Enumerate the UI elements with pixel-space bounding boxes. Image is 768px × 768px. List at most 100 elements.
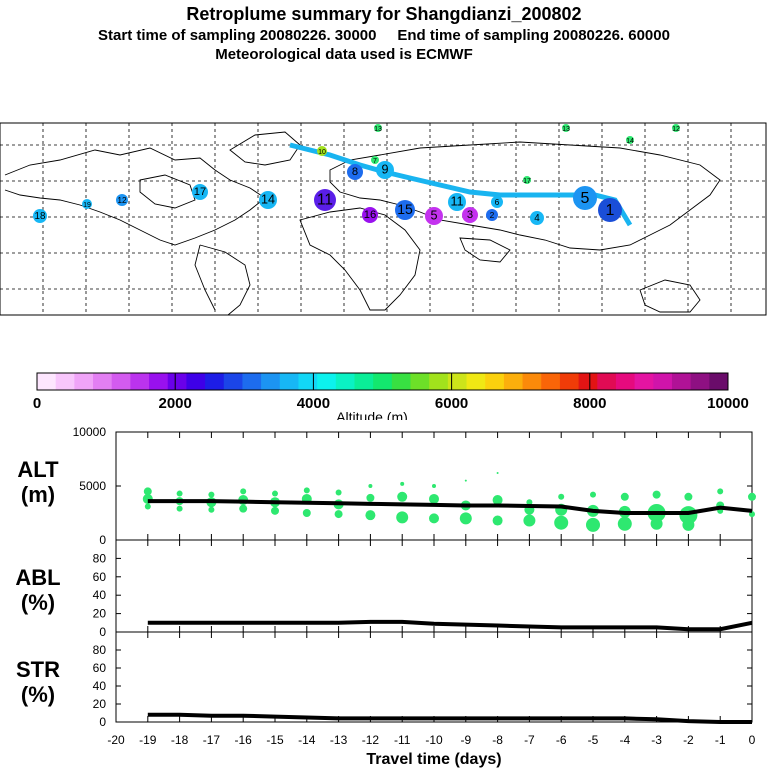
altitude-point xyxy=(397,491,408,502)
colorbar-cell xyxy=(37,373,57,390)
panel-abl: ABL(%) 0 20 40 60 80 xyxy=(15,539,753,639)
altitude-point xyxy=(208,506,215,513)
altitude-point xyxy=(523,514,536,527)
y-tick-label: 0 xyxy=(99,533,106,547)
map-marker xyxy=(491,196,503,208)
map-marker xyxy=(598,198,622,222)
time-series-panels: ALT(m)0500010000ABL(%)020406080STR(%)020… xyxy=(15,425,756,768)
sampling-times: Start time of sampling 20080226. 30000 E… xyxy=(98,27,670,44)
altitude-point xyxy=(620,492,629,501)
map-marker-label: 18 xyxy=(35,211,46,222)
y-tick-label: 60 xyxy=(93,570,107,584)
colorbar-cell xyxy=(354,373,374,390)
map-marker-label: 14 xyxy=(626,138,634,145)
altitude-point xyxy=(208,491,215,498)
map-marker xyxy=(33,209,47,223)
altitude-point xyxy=(365,510,376,521)
map-frame xyxy=(0,122,767,316)
map-marker xyxy=(259,191,277,209)
colorbar-tick-label: 6000 xyxy=(435,395,468,412)
x-tick-label: -6 xyxy=(556,733,567,747)
y-tick-label: 5000 xyxy=(79,479,106,493)
map-gridlines xyxy=(0,123,766,315)
colorbar-tick-label: 4000 xyxy=(297,395,330,412)
map-marker-label: 16 xyxy=(364,209,376,221)
map-marker-label: 11 xyxy=(317,191,333,208)
x-tick-label: 0 xyxy=(749,733,756,747)
altitude-point xyxy=(400,481,405,486)
colorbar-cell xyxy=(261,373,281,390)
map-marker xyxy=(374,124,382,132)
altitude-point xyxy=(368,484,373,488)
altitude-point xyxy=(650,517,663,530)
altitude-point xyxy=(586,517,600,532)
colorbar-cell xyxy=(373,373,393,390)
map-marker xyxy=(116,194,128,206)
met-data-note: Meteorological data used is ECMWF xyxy=(215,46,473,63)
map-marker-label: 1 xyxy=(606,202,615,219)
map-marker-label: 3 xyxy=(467,209,473,221)
altitude-point xyxy=(334,510,343,519)
colorbar-cell xyxy=(559,373,580,390)
altitude-point xyxy=(396,511,409,524)
y-tick-label: 0 xyxy=(99,625,106,639)
map-marker-label: 5 xyxy=(430,209,437,223)
map-marker xyxy=(395,200,415,220)
series-line-abl xyxy=(147,619,753,632)
x-tick-label: -16 xyxy=(235,733,253,747)
map-marker-label: 13 xyxy=(562,126,570,133)
map-marker-label: 4 xyxy=(534,213,540,224)
series-line-alt xyxy=(147,499,753,515)
colorbar-cell xyxy=(317,373,337,390)
colorbar-cell xyxy=(279,373,299,390)
colorbar-cell xyxy=(186,373,206,390)
colorbar-cell xyxy=(205,373,225,390)
colorbar-cell xyxy=(653,373,673,390)
colorbar-cells xyxy=(37,373,729,390)
colorbar-tick-label: 2000 xyxy=(159,395,192,412)
x-tick-label: -7 xyxy=(524,733,535,747)
colorbar-cell xyxy=(93,373,113,390)
altitude-point xyxy=(459,512,472,525)
y-tick-label: 60 xyxy=(93,661,107,675)
altitude-point xyxy=(682,518,695,531)
map-marker xyxy=(317,146,327,156)
colorbar-cell xyxy=(130,373,150,390)
altitude-point xyxy=(240,488,247,495)
altitude-point xyxy=(748,492,756,501)
altitude-point xyxy=(617,516,632,531)
map-marker-label: 9 xyxy=(381,163,388,177)
altitude-point xyxy=(144,503,151,510)
map-marker-label: 10 xyxy=(318,149,326,156)
colorbar-cell xyxy=(690,373,710,390)
altitude-point xyxy=(464,479,467,482)
x-tick-label: -11 xyxy=(394,733,411,747)
map-marker-label: 11 xyxy=(450,195,463,209)
colorbar-cell xyxy=(242,373,262,390)
panel-label: ABL xyxy=(15,565,60,590)
map-marker-label: 12 xyxy=(672,126,680,133)
x-tick-label: -4 xyxy=(619,733,630,747)
map-marker xyxy=(425,207,443,225)
colorbar-cell xyxy=(634,373,654,390)
colorbar-cell xyxy=(298,373,318,390)
panel-unit: (m) xyxy=(21,482,55,507)
colorbar-cell xyxy=(223,373,243,390)
y-tick-label: 20 xyxy=(93,607,107,621)
altitude-point xyxy=(496,472,499,475)
y-tick-label: 80 xyxy=(93,551,107,565)
x-tick-label: -5 xyxy=(588,733,599,747)
map-marker xyxy=(626,136,634,144)
x-tick-label: -17 xyxy=(203,733,221,747)
colorbar-cell xyxy=(167,373,187,390)
map-marker-label: 17 xyxy=(523,178,531,185)
x-tick-label: -2 xyxy=(683,733,694,747)
figure-title: Retroplume summary for Shangdianzi_20080… xyxy=(186,4,582,24)
colorbar-tick-label: 0 xyxy=(33,395,41,412)
colorbar-cell xyxy=(503,373,524,390)
map-marker-label: 19 xyxy=(83,202,91,209)
altitude-point xyxy=(143,487,152,496)
colorbar-cell xyxy=(429,373,449,390)
x-tick-label: -3 xyxy=(651,733,662,747)
